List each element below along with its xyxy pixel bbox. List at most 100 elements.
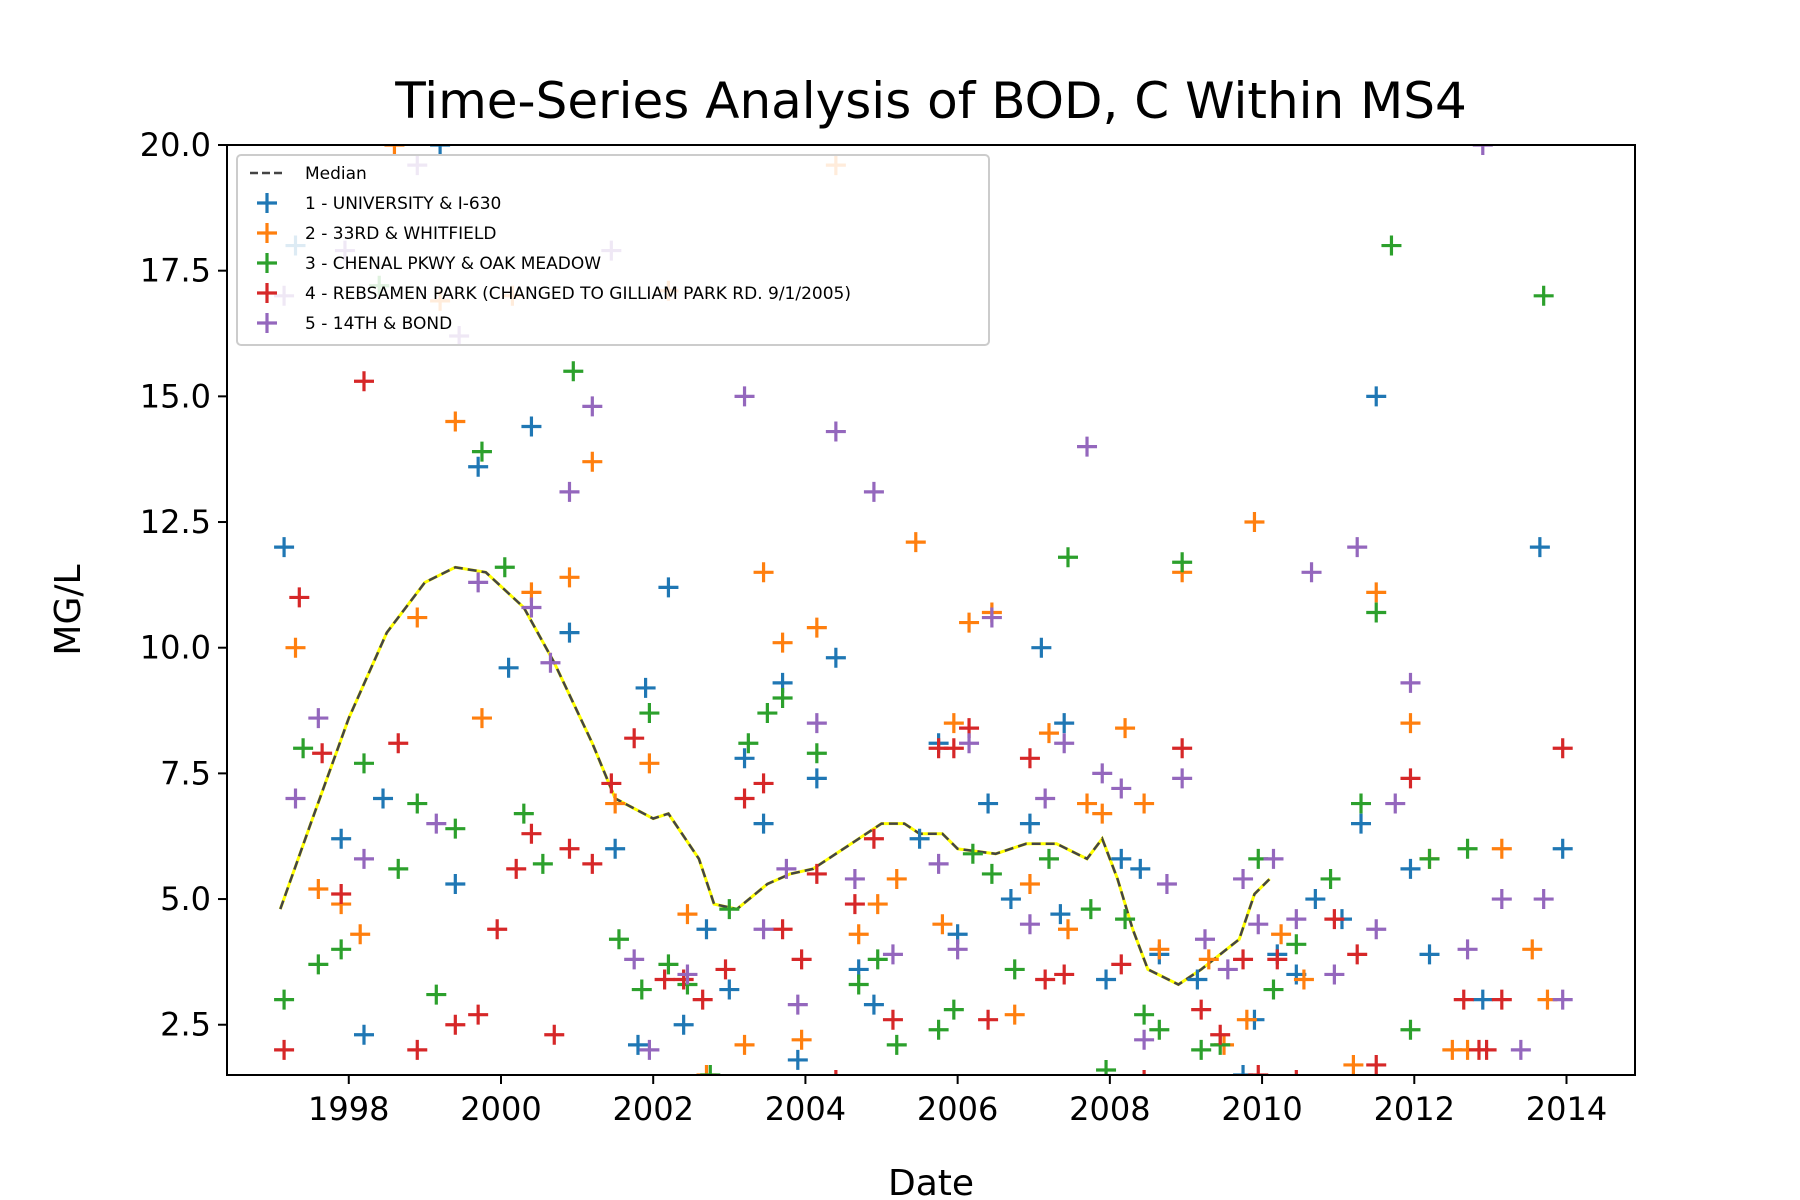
data-point [844, 894, 865, 915]
x-tick-label: 2010 [1221, 1090, 1302, 1128]
data-point [353, 848, 374, 869]
data-point [658, 577, 679, 598]
data-point [1236, 1009, 1257, 1030]
y-tick-label: 10.0 [140, 629, 211, 667]
data-point [1233, 1065, 1254, 1075]
data-point [1552, 838, 1573, 859]
x-tick-label: 2006 [917, 1090, 998, 1128]
data-point [1324, 964, 1345, 985]
data-point [563, 361, 584, 382]
data-point [753, 773, 774, 794]
data-point [285, 637, 306, 658]
data-point [806, 617, 827, 638]
data-point [285, 788, 306, 809]
data-point [848, 924, 869, 945]
data-point [981, 863, 1002, 884]
data-point [863, 481, 884, 502]
data-point [426, 984, 447, 1005]
legend-swatch-series-2 [257, 223, 277, 243]
data-point [928, 853, 949, 874]
data-point [1472, 989, 1493, 1010]
x-tick-label: 2002 [612, 1090, 693, 1128]
data-point [1522, 939, 1543, 960]
data-point [1000, 889, 1021, 910]
data-point [1294, 1070, 1298, 1075]
data-point [772, 632, 793, 653]
data-point [1233, 949, 1254, 970]
data-point [673, 969, 694, 990]
data-point [353, 371, 374, 392]
data-point [353, 1024, 374, 1045]
data-point [1476, 1039, 1497, 1060]
y-tick-label: 20.0 [140, 126, 211, 164]
data-point [776, 858, 797, 879]
data-point [605, 793, 626, 814]
data-point [1142, 1070, 1146, 1075]
data-point [943, 999, 964, 1020]
data-point [1286, 934, 1307, 955]
x-tick-label: 2000 [460, 1090, 541, 1128]
data-point [787, 1049, 808, 1070]
x-tick-label: 2004 [765, 1090, 846, 1128]
data-point [331, 939, 352, 960]
x-axis: 1998 2000 2002 2004 2006 2008 2010 2012 2014 [308, 1075, 1607, 1128]
data-point [1419, 848, 1440, 869]
data-point [959, 612, 980, 633]
data-point [274, 1039, 295, 1060]
legend: Median 1 - UNIVERSITY & I-630 2 - 33RD & W… [236, 154, 990, 346]
data-point [1381, 235, 1402, 256]
data-point [1054, 733, 1075, 754]
data-point [1130, 858, 1151, 879]
data-point [521, 597, 542, 618]
data-point [1343, 1054, 1364, 1075]
y-axis: 2.5 5.0 7.5 10.0 12.5 15.0 17.5 20.0 [140, 126, 227, 1044]
chart-title: Time-Series Analysis of BOD, C Within MS… [394, 72, 1467, 130]
data-point [772, 919, 793, 940]
data-point [1198, 949, 1219, 970]
data-point [350, 924, 371, 945]
data-point [1301, 562, 1322, 583]
data-point [1149, 939, 1170, 960]
data-point [867, 894, 888, 915]
data-point [673, 1014, 694, 1035]
data-point [1491, 838, 1512, 859]
data-point [772, 687, 793, 708]
data-point [696, 1065, 717, 1075]
data-point [1366, 386, 1387, 407]
data-point [1077, 793, 1098, 814]
data-point [521, 416, 542, 437]
legend-swatch-series-3 [257, 253, 277, 273]
data-point [806, 713, 827, 734]
data-point [978, 793, 999, 814]
data-point [1510, 1039, 1531, 1060]
data-point [388, 858, 409, 879]
data-point [293, 738, 314, 759]
data-point [308, 708, 329, 729]
data-point [1134, 1029, 1155, 1050]
data-point [734, 748, 755, 769]
data-point [1057, 919, 1078, 940]
data-point [1019, 873, 1040, 894]
data-point [373, 788, 394, 809]
data-point [1191, 1039, 1212, 1060]
data-point [1419, 944, 1440, 965]
data-point [1187, 969, 1208, 990]
data-point [696, 919, 717, 940]
data-point [468, 1004, 489, 1025]
data-point [1263, 848, 1284, 869]
data-point [1347, 537, 1368, 558]
legend-box [236, 154, 990, 346]
data-point [700, 1065, 721, 1075]
data-point [1038, 848, 1059, 869]
data-point [1217, 959, 1238, 980]
x-tick-label: 2014 [1526, 1090, 1607, 1128]
data-point [882, 944, 903, 965]
data-point [624, 728, 645, 749]
data-point [825, 647, 846, 668]
data-point [605, 838, 626, 859]
data-point [753, 813, 774, 834]
data-point [1050, 904, 1071, 925]
data-point [540, 652, 561, 673]
data-point [1400, 672, 1421, 693]
data-point [1054, 964, 1075, 985]
